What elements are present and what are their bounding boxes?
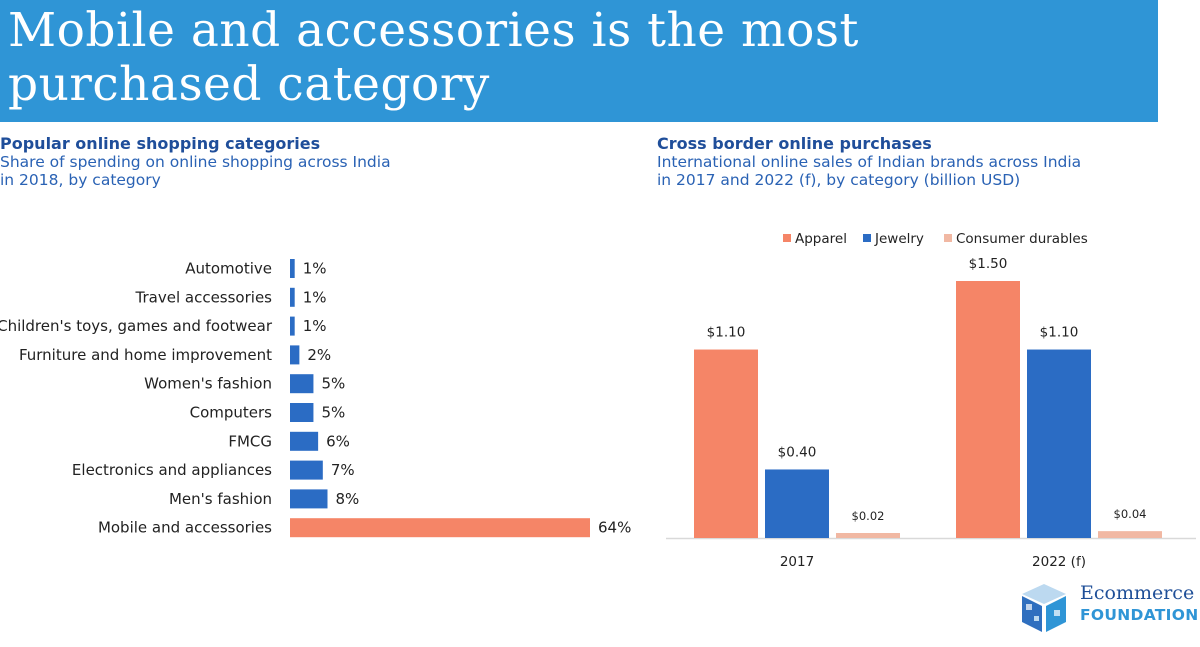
category-label: FMCG bbox=[228, 432, 272, 450]
logo-text-line-1: Ecommerce bbox=[1080, 582, 1195, 604]
page-title: Mobile and accessories is the most purch… bbox=[8, 4, 859, 112]
value-label: 2% bbox=[307, 346, 331, 364]
share-bar bbox=[290, 489, 328, 509]
category-label: Children's toys, games and footwear bbox=[0, 317, 273, 335]
category-label: Travel accessories bbox=[135, 288, 273, 306]
value-label: 1% bbox=[303, 288, 327, 306]
page-title-line-1: Mobile and accessories is the most bbox=[8, 3, 859, 58]
column-bar bbox=[836, 533, 900, 538]
value-label: 64% bbox=[598, 519, 631, 537]
legend-label: Consumer durables bbox=[956, 231, 1088, 247]
legend-label: Apparel bbox=[795, 231, 847, 247]
left-chart-subtitle: Share of spending on online shopping acr… bbox=[0, 153, 470, 189]
legend-swatch bbox=[783, 234, 791, 242]
category-label: Electronics and appliances bbox=[72, 461, 272, 479]
category-label: Women's fashion bbox=[144, 375, 272, 393]
share-bar bbox=[290, 460, 323, 480]
left-subtitle-line-1: Share of spending on online shopping acr… bbox=[0, 153, 391, 171]
share-bar bbox=[290, 345, 300, 365]
data-label: $1.10 bbox=[707, 325, 746, 341]
left-subtitle-line-2: in 2018, by category bbox=[0, 171, 161, 189]
value-label: 6% bbox=[326, 432, 350, 450]
share-bar bbox=[290, 259, 295, 278]
left-chart-title: Popular online shopping categories bbox=[0, 134, 321, 153]
value-label: 5% bbox=[321, 375, 345, 393]
share-bar bbox=[290, 403, 314, 422]
legend-swatch bbox=[944, 234, 952, 242]
category-label: Men's fashion bbox=[169, 490, 272, 508]
value-label: 5% bbox=[321, 404, 345, 422]
share-bar bbox=[290, 316, 295, 336]
value-label: 1% bbox=[303, 317, 327, 335]
x-tick-label: 2017 bbox=[780, 554, 814, 570]
category-label: Furniture and home improvement bbox=[19, 346, 272, 364]
page-title-line-2: purchased category bbox=[8, 57, 490, 112]
data-label: $0.40 bbox=[778, 444, 817, 460]
right-subtitle-line-2: in 2017 and 2022 (f), by category (billi… bbox=[657, 171, 1021, 189]
right-chart-subtitle: International online sales of Indian bra… bbox=[657, 153, 1177, 189]
share-bar bbox=[290, 287, 295, 307]
column-bar bbox=[694, 349, 758, 538]
right-chart-title: Cross border online purchases bbox=[657, 134, 932, 153]
column-bar bbox=[1098, 531, 1162, 538]
foundation-cube-icon bbox=[1022, 584, 1066, 632]
right-subtitle-line-1: International online sales of Indian bra… bbox=[657, 153, 1082, 171]
x-tick-label: 2022 (f) bbox=[1032, 554, 1086, 570]
category-label: Computers bbox=[190, 404, 273, 422]
title-banner: Mobile and accessories is the most purch… bbox=[0, 0, 1158, 122]
logo-text-line-2: FOUNDATION bbox=[1080, 606, 1199, 624]
column-bar bbox=[1027, 349, 1091, 538]
category-label: Automotive bbox=[185, 260, 272, 278]
category-label: Mobile and accessories bbox=[98, 519, 272, 537]
column-bar bbox=[765, 469, 829, 538]
ecommerce-foundation-logo: Ecommerce FOUNDATION bbox=[1014, 580, 1199, 636]
data-label: $0.02 bbox=[852, 509, 885, 523]
share-bar bbox=[290, 518, 590, 538]
data-label: $1.10 bbox=[1040, 325, 1079, 341]
data-label: $0.04 bbox=[1114, 507, 1147, 521]
value-label: 7% bbox=[331, 461, 355, 479]
value-label: 1% bbox=[303, 260, 327, 278]
column-bar bbox=[956, 281, 1020, 538]
legend-swatch bbox=[863, 234, 871, 242]
share-bar bbox=[290, 374, 314, 394]
data-label: $1.50 bbox=[969, 256, 1008, 272]
share-bar bbox=[290, 431, 319, 451]
legend-label: Jewelry bbox=[874, 231, 924, 247]
value-label: 8% bbox=[336, 490, 360, 508]
